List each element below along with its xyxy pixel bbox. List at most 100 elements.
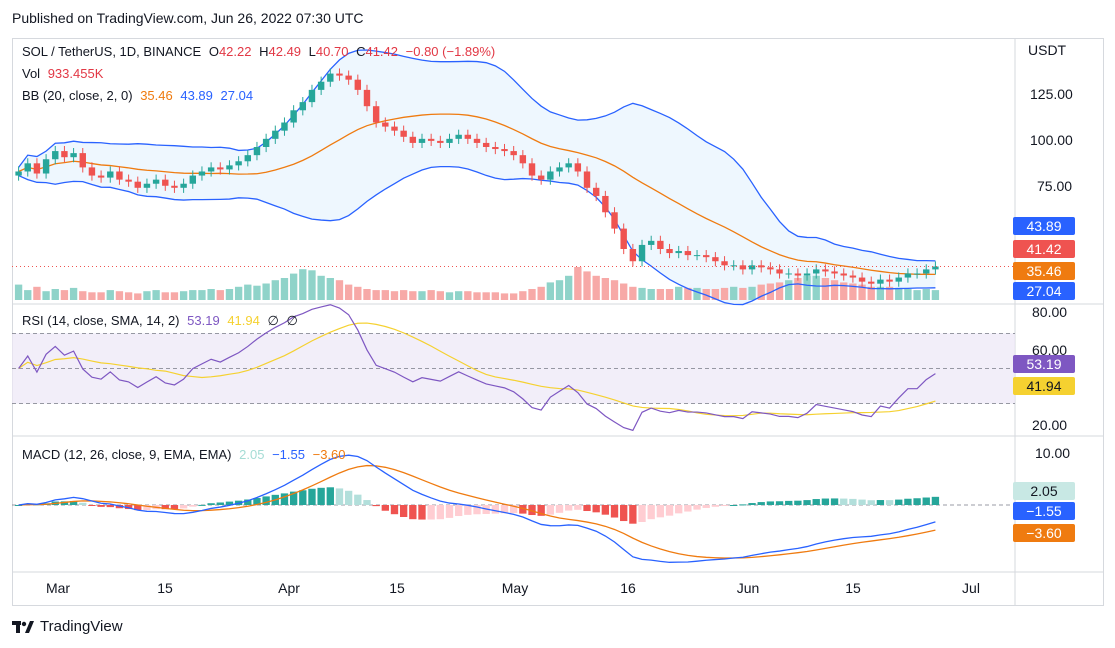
rsi-label[interactable]: RSI (14, close, SMA, 14, 2) (22, 313, 180, 328)
macd-hist-bar (500, 505, 509, 514)
volume-bar (519, 291, 527, 300)
candle-body (125, 179, 132, 182)
volume-bar (785, 280, 793, 300)
macd-hist-bar (785, 500, 793, 505)
candle-body (464, 134, 472, 139)
candle-body (519, 155, 527, 164)
candle-body (556, 167, 563, 172)
close-value: 41.42 (365, 44, 399, 59)
macd-hist-bar (565, 505, 573, 511)
macd-hist-bar (216, 502, 224, 505)
candle-body (803, 273, 811, 276)
candle-body (739, 265, 747, 270)
macd-hist-bar (574, 505, 582, 510)
bb-label[interactable]: BB (20, close, 2, 0) (22, 88, 133, 103)
volume-bar (124, 292, 133, 300)
volume-bar (152, 290, 160, 300)
volume-bar (885, 286, 894, 300)
vol-label[interactable]: Vol (22, 66, 41, 81)
volume-bar (638, 287, 646, 300)
tag-rsi: 53.19 (1013, 355, 1075, 373)
macd-hist-bar (720, 505, 729, 507)
volume-bar (803, 275, 811, 300)
volume-bar (381, 290, 389, 300)
bb-upper-value: 43.89 (180, 88, 213, 103)
tag-macd: −1.55 (1013, 502, 1075, 520)
candle-body (336, 73, 343, 76)
candle-body (565, 163, 572, 168)
volume-bar (179, 291, 188, 300)
candle-body (24, 163, 31, 172)
high-label: H (259, 44, 269, 59)
macd-hist-bar (161, 505, 169, 510)
macd-hist-bar (867, 500, 875, 505)
macd-hist-bar (510, 505, 518, 514)
symbol-line[interactable]: SOL / TetherUS, 1D, BINANCE (22, 44, 202, 59)
candle-body (785, 273, 792, 275)
currency-label[interactable]: USDT (1028, 42, 1067, 58)
macd-hist-bar (812, 499, 820, 505)
candle-body (418, 138, 426, 143)
volume-bar (24, 290, 32, 300)
macd-tick-10: 10.00 (1035, 445, 1071, 461)
volume-bar (354, 286, 362, 300)
volume-bar (849, 283, 857, 300)
date-label-jul: Jul (962, 580, 980, 596)
candle-body (70, 153, 77, 158)
candle-body (162, 179, 169, 186)
macd-hist-bar (656, 505, 665, 518)
bb-upper-line (18, 49, 936, 262)
volume-bar (372, 290, 380, 300)
candle-body (235, 161, 242, 166)
rsi-legend: RSI (14, close, SMA, 14, 2) 53.19 41.94 … (22, 313, 302, 329)
candle-body (702, 255, 710, 258)
macd-hist-bar (207, 503, 215, 505)
price-tick-125: 125.00 (1030, 86, 1073, 102)
date-label-may16: 16 (620, 580, 636, 596)
macd-hist-bar (491, 505, 500, 514)
volume-bar (528, 289, 536, 300)
volume-bar (610, 280, 619, 300)
candle-body (831, 271, 838, 274)
volume-bar (244, 284, 252, 300)
candle-body (391, 126, 398, 131)
rsi-extra1: ∅ (267, 313, 279, 328)
volume-bar (757, 284, 765, 300)
macd-hist-bar (528, 505, 536, 516)
candle-body (712, 257, 719, 262)
macd-hist-bar (711, 505, 720, 507)
footer-brand[interactable]: TradingView (12, 618, 123, 635)
macd-hist-bar (757, 502, 765, 505)
volume-bar (344, 284, 353, 300)
candle-body (437, 140, 444, 143)
candle-body (647, 240, 655, 245)
candle-body (537, 175, 545, 180)
tag-bb-basis: 35.46 (1013, 262, 1075, 280)
candle-body (262, 138, 270, 147)
candle-body (611, 212, 618, 229)
candle-body (501, 149, 508, 152)
macd-hist-bar (739, 504, 747, 506)
low-value: 40.70 (315, 44, 349, 59)
candle-body (675, 251, 682, 254)
candle-body (152, 179, 160, 184)
volume-bar (79, 291, 87, 300)
macd-hist-bar (775, 501, 784, 505)
candle-body (822, 269, 829, 272)
candle-body (721, 261, 728, 266)
macd-label[interactable]: MACD (12, 26, close, 9, EMA, EMA) (22, 447, 232, 462)
volume-bar (711, 289, 720, 300)
volume-bar (88, 292, 96, 300)
price-tick-75: 75.00 (1037, 178, 1073, 194)
date-label-mar15: 15 (157, 580, 173, 596)
date-label-apr15: 15 (389, 580, 405, 596)
volume-bar (106, 290, 114, 300)
date-label-jun15: 15 (845, 580, 861, 596)
candle-body (547, 171, 554, 180)
chart-frame[interactable] (12, 38, 1104, 606)
volume-bar (693, 287, 701, 300)
macd-hist-bar (308, 488, 316, 505)
macd-hist-bar (601, 505, 610, 515)
candle-body (189, 175, 196, 184)
